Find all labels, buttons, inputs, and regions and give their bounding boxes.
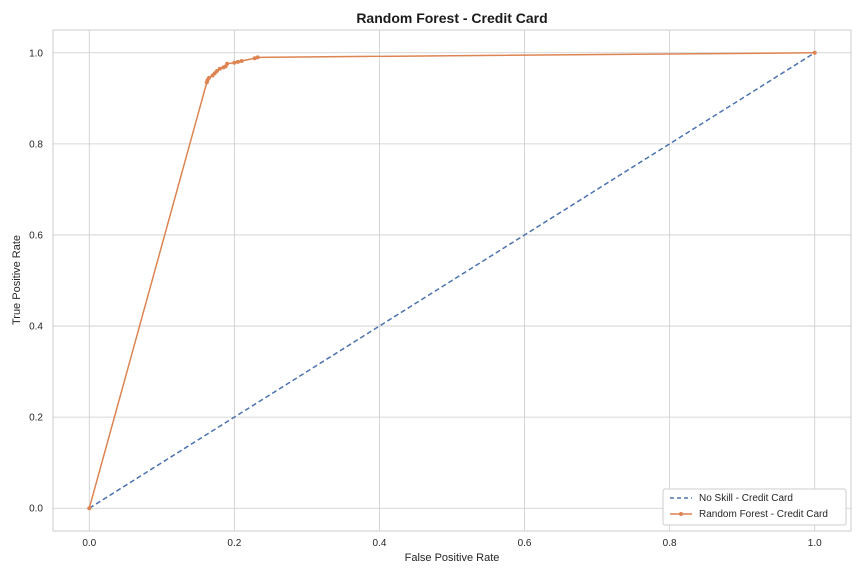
no-skill-line xyxy=(88,52,816,509)
random-forest-point xyxy=(217,66,222,71)
y-tick-label: 1.0 xyxy=(29,48,43,59)
x-tick-label: 0.6 xyxy=(518,538,532,549)
tick-labels: 0.0 0.2 0.4 0.6 0.8 1.0 0.0 0.2 0.4 0.6 0.8 1.0 xyxy=(29,48,822,549)
y-axis-label: True Positive Rate xyxy=(11,235,23,325)
random-forest-point xyxy=(206,75,211,80)
legend-box xyxy=(662,488,847,526)
random-forest-point xyxy=(235,59,240,64)
random-forest-point xyxy=(239,58,244,63)
y-tick-label: 0.8 xyxy=(29,139,43,150)
y-tick-label: 0.0 xyxy=(29,504,43,515)
legend: No Skill - Credit Card Random Forest - C… xyxy=(662,488,847,526)
legend-random-forest-marker xyxy=(679,512,683,516)
random-forest-point xyxy=(255,55,260,60)
chart-title: Random Forest - Credit Card xyxy=(356,10,547,26)
random-forest-point xyxy=(225,61,230,66)
random-forest-point xyxy=(232,60,237,65)
x-tick-label: 1.0 xyxy=(808,538,822,549)
series-layer xyxy=(87,50,817,511)
x-tick-label: 0.8 xyxy=(663,538,677,549)
y-tick-label: 0.4 xyxy=(29,322,43,333)
x-axis-label: False Positive Rate xyxy=(405,552,500,564)
legend-random-forest-label: Random Forest - Credit Card xyxy=(699,509,828,520)
random-forest-point xyxy=(87,506,92,511)
x-tick-label: 0.4 xyxy=(373,538,387,549)
random-forest-point xyxy=(812,50,817,55)
x-tick-label: 0.0 xyxy=(82,538,96,549)
random-forest-point xyxy=(214,68,219,73)
legend-no-skill-label: No Skill - Credit Card xyxy=(699,493,793,504)
y-tick-label: 0.6 xyxy=(29,230,43,241)
y-tick-label: 0.2 xyxy=(29,413,43,424)
x-tick-label: 0.2 xyxy=(227,538,241,549)
